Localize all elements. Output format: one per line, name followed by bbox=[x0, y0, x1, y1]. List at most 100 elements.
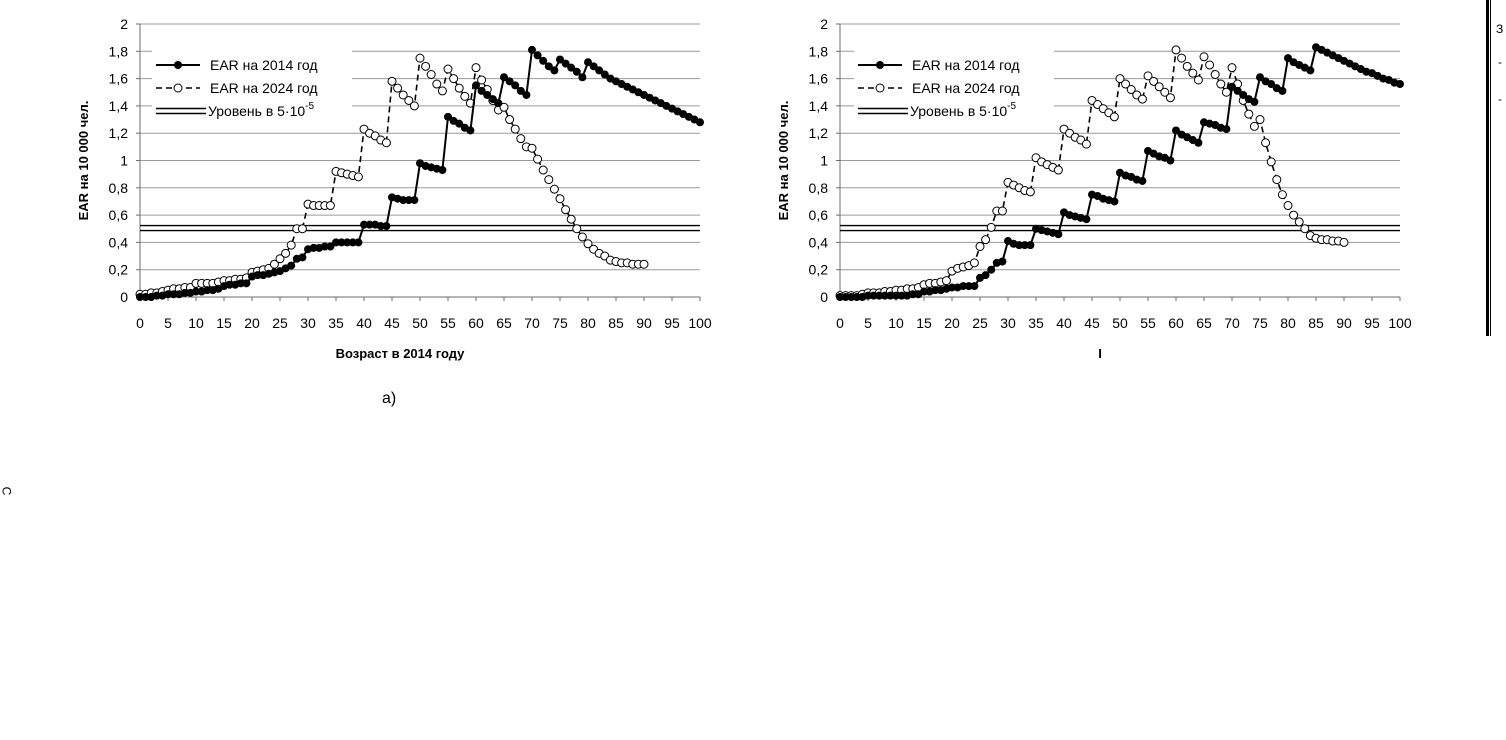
x-tick-label: 80 bbox=[580, 315, 596, 331]
chart-b: 00,20,40,60,811,21,41,61,820 5 10 15 20 25 30 3… bbox=[776, 16, 1412, 361]
series-2024-point bbox=[1255, 115, 1265, 125]
series-2024-point bbox=[1126, 85, 1136, 95]
series-2014-point bbox=[141, 293, 150, 301]
series-2024-point bbox=[986, 222, 996, 232]
series-2014-point bbox=[410, 196, 419, 205]
series-2014-point bbox=[511, 81, 520, 90]
series-2024-point bbox=[1339, 237, 1349, 247]
series-2024-point bbox=[269, 259, 279, 269]
series-2014-point bbox=[578, 73, 587, 82]
legend-level-label: Уровень в 5·10-5 bbox=[208, 101, 315, 119]
y-tick-label: 1 bbox=[120, 153, 128, 169]
series-2014-point bbox=[343, 238, 352, 247]
series-2024-point bbox=[454, 83, 464, 93]
y-tick-label: 1,2 bbox=[809, 125, 829, 141]
panel-caption-a: а) bbox=[382, 390, 397, 407]
series-2014-point bbox=[169, 290, 178, 299]
series-2024-point bbox=[415, 53, 425, 63]
series-2024-point bbox=[1121, 79, 1131, 89]
series-2014-point bbox=[1054, 230, 1063, 239]
x-tick-label: 0 bbox=[136, 315, 144, 331]
y-tick-label: 1,2 bbox=[109, 125, 129, 141]
series-2024-point bbox=[432, 79, 442, 89]
series-2024-point bbox=[325, 201, 335, 211]
series-2014-point bbox=[1015, 241, 1024, 250]
series-2024-point bbox=[1137, 94, 1147, 104]
series-2014-point bbox=[567, 63, 576, 72]
series-2014-point bbox=[528, 45, 536, 54]
series-2024-point bbox=[1149, 76, 1159, 86]
series-2014-point bbox=[488, 95, 497, 104]
x-axis-title: I bbox=[1098, 346, 1102, 361]
y-tick-label: 0,2 bbox=[109, 262, 129, 278]
series-2014-point bbox=[444, 112, 452, 121]
series-2014-point bbox=[455, 119, 464, 128]
series-2024-point bbox=[286, 240, 296, 250]
series-2014-point bbox=[354, 238, 363, 247]
series-2014-point bbox=[544, 62, 553, 71]
x-tick-label: 50 bbox=[1112, 315, 1128, 331]
series-2024-point bbox=[1053, 165, 1063, 175]
x-tick-label: 100 bbox=[1388, 315, 1412, 331]
x-tick-label: 90 bbox=[636, 315, 652, 331]
y-tick-label: 1,6 bbox=[109, 71, 129, 87]
x-tick-label: 65 bbox=[496, 315, 512, 331]
series-2024-point bbox=[549, 184, 559, 194]
series-2014-point bbox=[931, 286, 940, 295]
y-axis-title: EAR на 10 000 чел. bbox=[76, 101, 91, 221]
series-2024-point bbox=[353, 172, 363, 182]
series-2014-point bbox=[1267, 80, 1276, 89]
series-2014-point bbox=[516, 86, 525, 95]
series-2014-point bbox=[287, 261, 296, 270]
series-2014-point bbox=[696, 118, 704, 127]
series-2024-point bbox=[561, 205, 571, 215]
series-2014-point bbox=[1250, 97, 1259, 106]
right-glyph-2: - bbox=[1498, 55, 1502, 69]
series-2014-point bbox=[326, 242, 335, 251]
series-2014-point bbox=[225, 280, 234, 289]
series-2014-point bbox=[852, 293, 861, 301]
series-2014-point bbox=[869, 291, 878, 300]
series-2014-point bbox=[320, 242, 329, 251]
series-2014-point bbox=[897, 291, 906, 300]
series-2024-point bbox=[1115, 74, 1125, 84]
y-tick-label: 2 bbox=[120, 16, 128, 32]
x-tick-label: 30 bbox=[1000, 315, 1016, 331]
series-2014-point bbox=[309, 243, 318, 252]
series-2014-point bbox=[836, 293, 844, 301]
y-tick-label: 0 bbox=[120, 289, 128, 305]
series-2014-point bbox=[337, 238, 346, 247]
series-2014-point bbox=[572, 67, 581, 76]
series-2014-point bbox=[365, 220, 374, 229]
right-glyph-1: З bbox=[1496, 22, 1504, 36]
legend: EAR на 2014 год EAR на 2024 год Уровень в … bbox=[152, 50, 352, 125]
series-2014-point bbox=[522, 90, 531, 99]
series-2024-point bbox=[1277, 190, 1287, 200]
series-2014-point bbox=[483, 90, 492, 99]
x-tick-label: 5 bbox=[164, 315, 172, 331]
series-2014-point bbox=[1138, 176, 1147, 185]
x-tick-label: 75 bbox=[1252, 315, 1268, 331]
y-tick-label: 0,2 bbox=[809, 262, 829, 278]
series-2024-point bbox=[1249, 121, 1259, 131]
series-2024-point bbox=[997, 206, 1007, 216]
x-tick-label: 85 bbox=[608, 315, 624, 331]
series-2024-point bbox=[426, 70, 436, 80]
series-2014-point bbox=[556, 55, 564, 64]
series-2024-point bbox=[981, 235, 991, 245]
series-2014-point bbox=[505, 77, 514, 86]
series-2024-point bbox=[1193, 75, 1203, 85]
y-tick-label: 1,8 bbox=[109, 43, 129, 59]
series-2014-point bbox=[348, 238, 357, 247]
x-tick-label: 25 bbox=[272, 315, 288, 331]
x-tick-label: 60 bbox=[1168, 315, 1184, 331]
y-tick-label: 0,4 bbox=[809, 234, 829, 250]
series-2024-point bbox=[460, 91, 470, 101]
series-2014-point bbox=[472, 81, 480, 90]
series-2014-point bbox=[595, 66, 604, 75]
edge-glyph: С bbox=[0, 486, 14, 496]
right-glyph-3: - bbox=[1498, 92, 1502, 106]
x-tick-label: 90 bbox=[1336, 315, 1352, 331]
series-2014-point bbox=[1082, 215, 1091, 224]
series-2014-point bbox=[253, 271, 262, 280]
